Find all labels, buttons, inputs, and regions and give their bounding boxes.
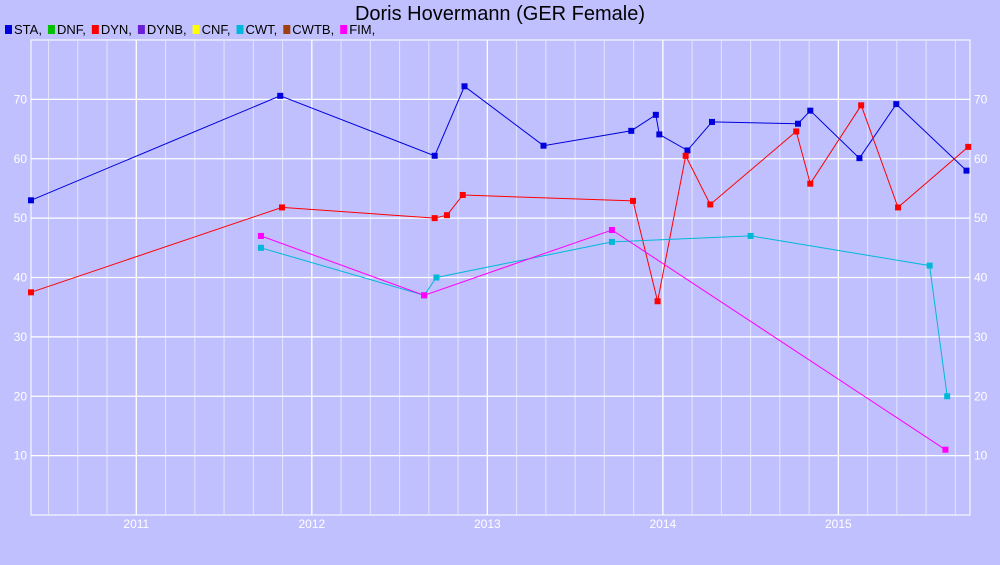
data-point-sta (656, 131, 663, 138)
legend-label: DYNB, (147, 22, 187, 37)
legend-swatch (283, 25, 291, 34)
legend: STA, DNF, DYN, DYNB, CNF, CWT, CWTB, FIM, (5, 22, 375, 37)
legend-item: DYN, (91, 22, 132, 37)
legend-swatch (91, 25, 99, 34)
series-line-fim (260, 229, 946, 451)
legend-label: FIM, (349, 22, 375, 37)
data-point-fim (421, 292, 428, 299)
series-dyn (28, 102, 972, 305)
series-fim (257, 227, 949, 453)
data-point-dyn (807, 180, 814, 187)
series-layer (28, 83, 972, 453)
legend-item: CWT, (236, 22, 278, 37)
data-point-sta (431, 152, 438, 159)
chart-title: Doris Hovermann (GER Female) (355, 3, 645, 25)
legend-item: CWTB, (283, 22, 334, 37)
data-point-dyn (431, 215, 438, 222)
y-tick-label-left: 10 (14, 449, 28, 463)
data-point-sta (807, 107, 814, 114)
data-point-sta (28, 197, 34, 204)
data-point-sta (628, 127, 635, 134)
data-point-dyn (858, 102, 865, 109)
data-point-sta (794, 120, 801, 127)
x-tick-label: 2013 (474, 517, 501, 531)
data-point-dyn (28, 289, 34, 296)
data-point-cwt (926, 262, 933, 269)
legend-swatch (340, 25, 348, 34)
y-tick-label-left: 40 (14, 271, 28, 285)
y-tick-label-right: 10 (974, 449, 988, 463)
data-point-dyn (630, 197, 637, 204)
x-tick-label: 2012 (298, 517, 325, 531)
data-point-fim (608, 227, 615, 233)
y-tick-label-left: 50 (14, 211, 28, 225)
legend-label: CWT, (246, 22, 278, 37)
x-tick-label: 2011 (123, 517, 149, 531)
data-point-sta (684, 147, 691, 154)
legend-label: CNF, (202, 22, 231, 37)
y-tick-label-right: 60 (974, 152, 988, 166)
y-tick-label-right: 40 (974, 271, 988, 285)
series-sta (28, 83, 970, 204)
legend-swatch (192, 25, 200, 34)
data-point-dyn (443, 212, 450, 219)
data-point-cwt (608, 238, 615, 245)
data-point-sta (540, 142, 547, 149)
data-point-cwt (433, 274, 440, 281)
data-point-dyn (707, 201, 714, 208)
y-tick-label-left: 70 (14, 92, 28, 106)
legend-label: DYN, (101, 22, 132, 37)
legend-item: DYNB, (137, 22, 187, 37)
data-point-dyn (654, 298, 661, 305)
legend-item: DNF, (47, 22, 86, 37)
data-point-dyn (793, 128, 800, 135)
data-point-dyn (895, 204, 902, 211)
legend-label: STA, (14, 22, 42, 37)
data-point-sta (856, 155, 863, 162)
y-tick-label-left: 20 (14, 389, 28, 403)
data-point-cwt (257, 244, 264, 251)
x-tick-label: 2014 (649, 517, 676, 531)
data-point-dyn (682, 152, 689, 159)
data-point-dyn (278, 204, 285, 211)
data-point-sta (461, 83, 468, 90)
data-point-sta (963, 167, 970, 174)
y-tick-label-right: 20 (974, 389, 988, 403)
data-point-cwt (747, 232, 754, 239)
y-tick-label-right: 30 (974, 330, 988, 344)
axis-ticks: 2011 2012 2013 2014 2015 10 10 20 20 30 30 40 40 50 50… (14, 92, 988, 531)
legend-label: CWTB, (292, 22, 334, 37)
legend-swatch (137, 25, 145, 34)
y-tick-label-right: 70 (974, 92, 988, 106)
legend-label: DNF, (57, 22, 86, 37)
y-tick-label-left: 60 (14, 152, 28, 166)
data-point-sta (893, 101, 900, 108)
legend-swatch (47, 25, 55, 34)
data-point-fim (257, 232, 264, 239)
data-point-dyn (459, 191, 466, 198)
legend-item: FIM, (340, 22, 375, 37)
legend-swatch (5, 25, 12, 34)
data-point-cwt (944, 393, 951, 400)
x-tick-label: 2015 (825, 517, 852, 531)
legend-swatch (236, 25, 244, 34)
data-point-sta (708, 118, 715, 125)
y-tick-label-right: 50 (974, 211, 988, 225)
legend-item: CNF, (192, 22, 231, 37)
data-point-fim (942, 446, 949, 453)
data-point-sta (652, 111, 659, 118)
legend-item: STA, (5, 22, 42, 37)
data-point-dyn (965, 143, 972, 150)
data-point-sta (277, 92, 284, 99)
y-tick-label-left: 30 (14, 330, 28, 344)
